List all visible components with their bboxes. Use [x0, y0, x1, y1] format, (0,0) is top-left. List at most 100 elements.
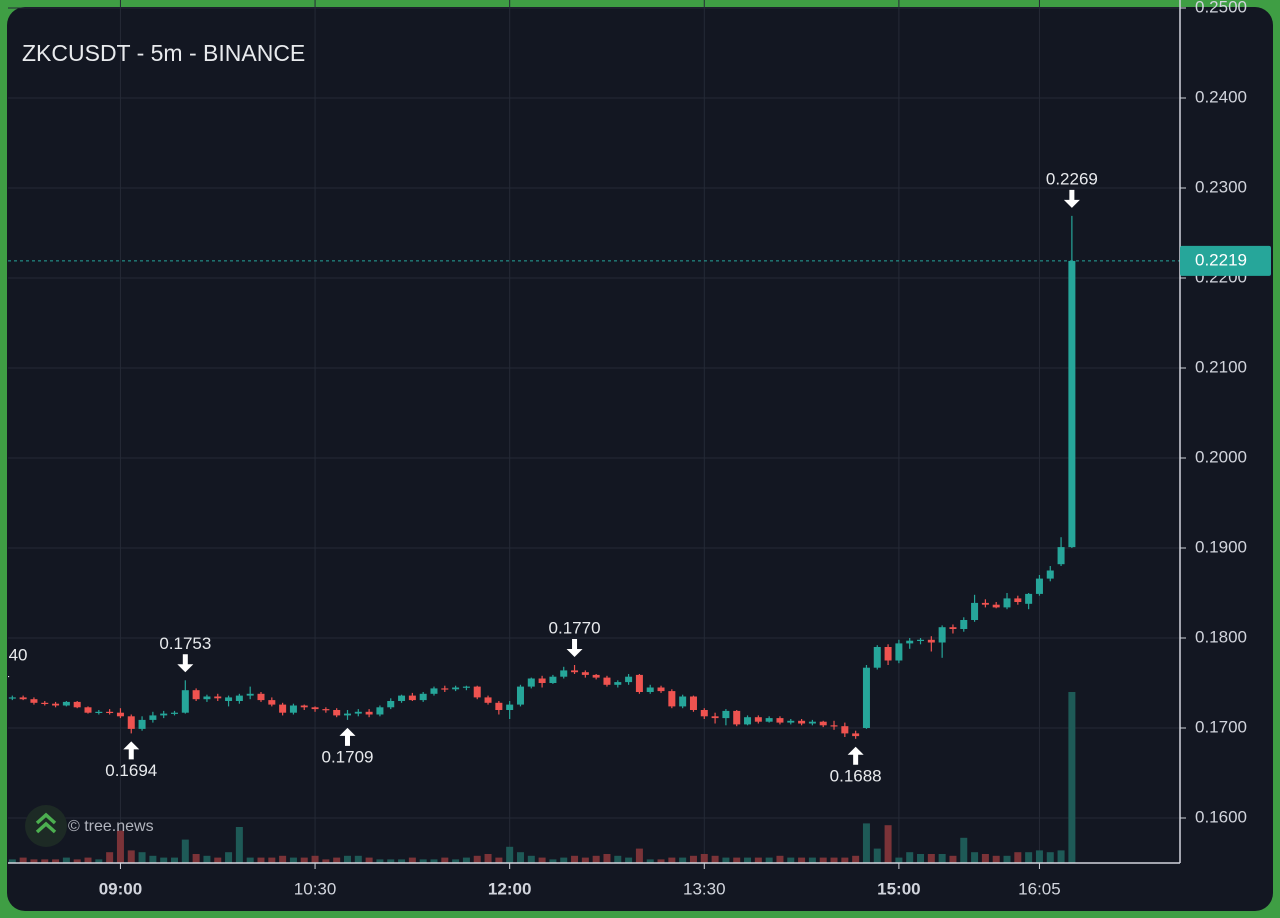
y-tick-label: 0.1800 [1195, 627, 1247, 646]
volume-bar [441, 857, 449, 863]
volume-bar [257, 857, 265, 863]
volume-bar [981, 854, 989, 863]
candle-body [452, 687, 460, 690]
candle-body [917, 639, 925, 641]
last-price-label: 0.2219 [1195, 250, 1247, 269]
y-tick-label: 0.2500 [1195, 0, 1247, 16]
candle-body [516, 686, 524, 705]
volume-bar [798, 857, 806, 863]
volume-bar [895, 857, 903, 863]
candle-body [581, 672, 589, 675]
volume-bar [462, 857, 470, 863]
annotation-arrow [339, 727, 356, 746]
candle-body [84, 707, 92, 713]
candle-body [354, 711, 362, 714]
volume-bar [387, 859, 395, 863]
volume-bar [884, 825, 892, 863]
candle-body [203, 696, 211, 700]
candle-body [646, 687, 654, 692]
volume-bar [149, 855, 157, 863]
annotation-arrow [847, 746, 864, 765]
candle-body [949, 627, 957, 629]
candle-body [711, 716, 719, 719]
candle-body [1035, 578, 1043, 594]
volume-bar [668, 857, 676, 863]
volume-bar [106, 852, 114, 863]
volume-bar [906, 852, 914, 863]
volume-bar [560, 857, 568, 863]
candle-body [52, 703, 60, 706]
candle-body [408, 695, 416, 701]
volume-bar [84, 857, 92, 863]
candle-body [1057, 547, 1065, 565]
candle-body [214, 696, 222, 699]
volume-bar [516, 852, 524, 863]
volume-bar [722, 857, 730, 863]
annotation-arrow [1063, 189, 1080, 208]
candle-body [181, 690, 189, 713]
volume-bar [960, 837, 968, 863]
volume-bar [679, 857, 687, 863]
volume-bar [830, 857, 838, 863]
candle-body [765, 718, 773, 722]
candle-body [19, 697, 27, 700]
volume-bar [733, 857, 741, 863]
volume-bar [160, 857, 168, 863]
candle-body [333, 710, 341, 716]
candle-body [192, 690, 200, 700]
candle-body [754, 717, 762, 722]
volume-bar [506, 846, 514, 863]
volume-bar [1025, 852, 1033, 863]
y-tick-label: 0.2000 [1195, 447, 1247, 466]
candle-body [927, 639, 935, 643]
candle-body [127, 716, 135, 729]
candle-body [722, 710, 730, 719]
volume-bar [657, 859, 665, 863]
y-tick-label: 0.2100 [1195, 357, 1247, 376]
x-tick-label: 13:30 [683, 879, 726, 898]
volume-bar [398, 859, 406, 863]
x-tick-label: 12:00 [488, 879, 531, 898]
candle-body [300, 705, 308, 708]
volume-bar [181, 839, 189, 863]
annotation-label: 0.1753 [159, 634, 211, 653]
volume-bar [592, 855, 600, 863]
volume-bar [1068, 692, 1076, 863]
volume-bar [333, 857, 341, 863]
volume-bar [73, 859, 81, 863]
volume-bar [495, 857, 503, 863]
annotation-label: 0.1694 [105, 761, 157, 780]
axes: 0.1600 0.1700 0.1800 0.1900 0.2000 0.2100 0.22… [99, 0, 1271, 898]
candle-body [116, 712, 124, 717]
candle-body [668, 691, 676, 707]
candle-body [614, 682, 622, 685]
volume-bar [138, 852, 146, 863]
volume-bar [527, 855, 535, 863]
volume-bar [689, 855, 697, 863]
candle-body [1046, 570, 1054, 579]
candle-body [495, 702, 503, 710]
volume-bar [225, 852, 233, 863]
volume-bar [711, 855, 719, 863]
volume-bar [646, 859, 654, 863]
volume-bar [268, 857, 276, 863]
volume-bar [19, 857, 27, 863]
volume-bar [311, 855, 319, 863]
candle-body [1025, 593, 1033, 604]
volume-bar [776, 855, 784, 863]
volume-bar [8, 859, 16, 863]
candle-body [343, 713, 351, 716]
candle-body [571, 670, 579, 673]
candle-body [841, 726, 849, 734]
candle-body [506, 704, 514, 710]
candle-body [981, 602, 989, 605]
candle-body [992, 604, 1000, 608]
candle-body [430, 688, 438, 694]
y-tick-label: 0.1700 [1195, 717, 1247, 736]
volume-bar [873, 848, 881, 863]
annotation-label: 0.1688 [830, 766, 882, 785]
volume-bar [852, 855, 860, 863]
volume-bar [376, 859, 384, 863]
volume-bar [52, 859, 60, 863]
annotation-arrow [8, 676, 10, 678]
